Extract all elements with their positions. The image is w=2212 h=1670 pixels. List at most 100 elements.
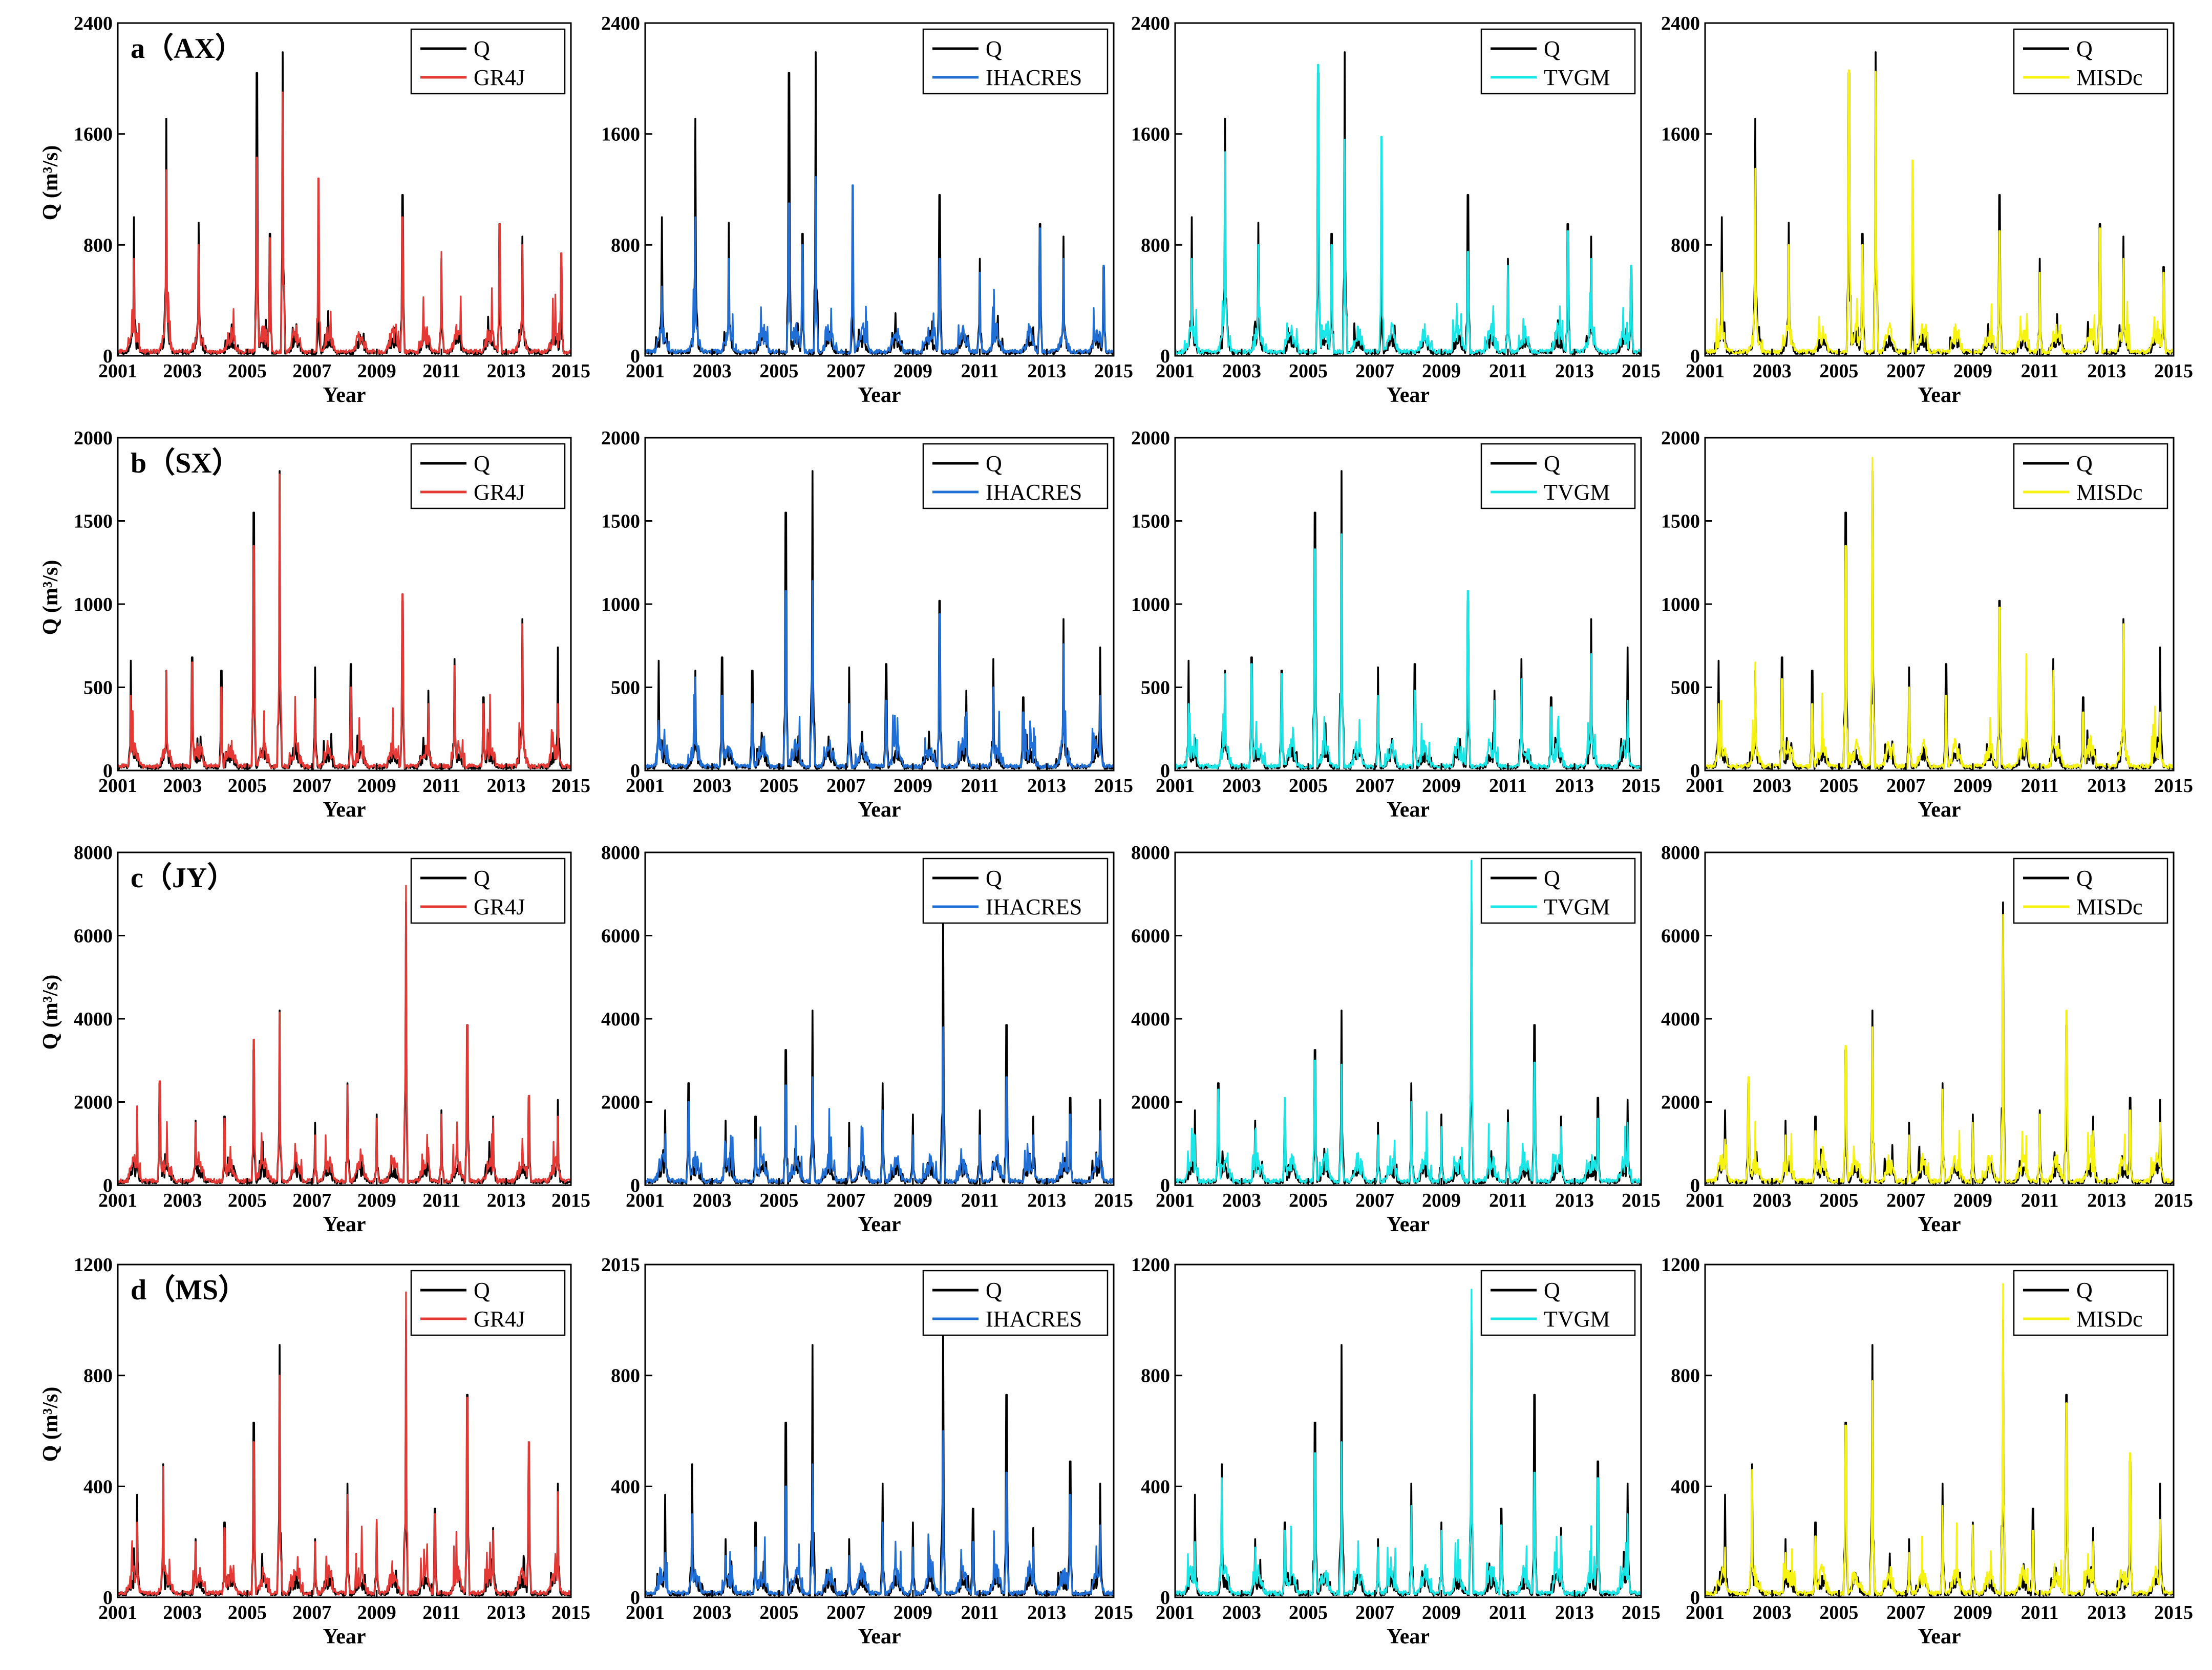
y-tick-label: 1200 xyxy=(74,1254,113,1276)
legend-label-tvgm: TVGM xyxy=(1544,1307,1610,1332)
x-tick-label: 2003 xyxy=(1753,1602,1792,1623)
legend-label-q: Q xyxy=(986,1278,1002,1303)
x-tick-label: 2011 xyxy=(1489,360,1527,382)
series-line-ihacres xyxy=(644,580,1114,769)
y-tick-label: 6000 xyxy=(601,926,640,947)
series-line-q xyxy=(644,51,1115,355)
y-tick-label: 0 xyxy=(630,1175,640,1196)
x-tick-label: 2005 xyxy=(228,1190,267,1211)
y-axis-title: Q (m³/s) xyxy=(39,145,62,221)
legend: Q IHACRES xyxy=(922,1270,1109,1336)
legend: Q GR4J xyxy=(410,1270,566,1336)
x-tick-label: 2001 xyxy=(1156,1602,1195,1623)
series-line-misdc xyxy=(1704,914,2175,1184)
x-tick-label: 2009 xyxy=(357,1602,396,1623)
x-tick-label: 2001 xyxy=(1686,1602,1725,1623)
x-tick-label: 2013 xyxy=(487,1602,526,1623)
x-tick-label: 2009 xyxy=(894,360,932,382)
x-tick-label: 2003 xyxy=(693,1602,732,1623)
legend-label-misdc: MISDc xyxy=(2076,894,2143,919)
y-tick-label: 4000 xyxy=(74,1009,113,1030)
chart-panel-2: 0 800 1600 2400 2001 2003 2005 2007 2009 2011 2013… xyxy=(601,13,1133,407)
x-tick-label: 2001 xyxy=(1156,360,1195,382)
plot-frame xyxy=(1174,1264,1642,1598)
x-tick-label: 2003 xyxy=(163,1602,202,1623)
x-tick-label: 2005 xyxy=(759,1602,798,1623)
x-tick-label: 2011 xyxy=(2021,1602,2059,1623)
legend-box xyxy=(922,28,1109,95)
y-tick-label: 400 xyxy=(1671,1476,1700,1497)
series-line-q xyxy=(644,470,1115,770)
x-tick-label: 2003 xyxy=(1222,775,1261,797)
x-tick-label: 2015 xyxy=(2154,775,2193,797)
legend-label-q: Q xyxy=(474,866,490,891)
x-tick-label: 2015 xyxy=(1094,1602,1133,1623)
x-tick-label: 2005 xyxy=(759,360,798,382)
y-tick-label: 1200 xyxy=(1131,1254,1170,1276)
x-tick-label: 2015 xyxy=(1622,775,1661,797)
x-axis-title: Year xyxy=(323,1213,366,1236)
y-tick-label: 1200 xyxy=(1661,1254,1700,1276)
legend: Q GR4J xyxy=(410,443,566,509)
legend-box xyxy=(410,1270,566,1336)
y-tick-label: 8000 xyxy=(1661,842,1700,864)
y-tick-label: 4000 xyxy=(1661,1009,1700,1030)
plot-frame xyxy=(644,1264,1115,1598)
panel-label: b（SX） xyxy=(131,447,241,479)
x-tick-label: 2003 xyxy=(693,775,732,797)
x-tick-label: 2001 xyxy=(1686,1190,1725,1211)
legend-box xyxy=(2013,28,2168,95)
y-tick-label: 4000 xyxy=(601,1009,640,1030)
chart-panel-10: 0 2000 4000 6000 8000 2001 2003 2005 2007 2009 201… xyxy=(601,842,1133,1236)
x-tick-label: 2013 xyxy=(1027,1190,1066,1211)
y-tick-label: 1600 xyxy=(1131,124,1170,145)
series-line-q xyxy=(117,51,572,355)
legend-box xyxy=(1480,1270,1636,1336)
legend-label-q: Q xyxy=(474,451,490,476)
x-tick-label: 2001 xyxy=(626,360,665,382)
x-tick-label: 2003 xyxy=(1753,1190,1792,1211)
series-line-tvgm xyxy=(1174,533,1642,769)
legend-label-gr4j: GR4J xyxy=(474,1307,525,1332)
x-axis-title: Year xyxy=(1387,383,1430,407)
legend: Q TVGM xyxy=(1480,1270,1636,1336)
x-tick-label: 2005 xyxy=(228,360,267,382)
y-tick-label: 1600 xyxy=(1661,124,1700,145)
x-tick-label: 2003 xyxy=(1753,360,1792,382)
y-tick-label: 2000 xyxy=(601,1092,640,1114)
chart-panel-3: 0 800 1600 2400 2001 2003 2005 2007 2009 2011 2013… xyxy=(1131,13,1661,407)
x-tick-label: 2011 xyxy=(961,775,999,797)
legend-label-misdc: MISDc xyxy=(2076,65,2143,90)
x-tick-label: 2011 xyxy=(961,1190,999,1211)
series-line-tvgm xyxy=(1174,860,1642,1184)
x-tick-label: 2001 xyxy=(98,360,137,382)
x-tick-label: 2003 xyxy=(163,1190,202,1211)
x-tick-label: 2005 xyxy=(1819,1602,1858,1623)
x-tick-label: 2015 xyxy=(551,1602,590,1623)
legend: Q TVGM xyxy=(1480,443,1636,509)
y-tick-label: 2400 xyxy=(601,13,640,34)
series-line-q xyxy=(117,470,572,770)
x-tick-label: 2015 xyxy=(2154,1190,2193,1211)
y-tick-label: 800 xyxy=(83,234,113,256)
y-tick-label: 1000 xyxy=(1131,594,1170,615)
plot-frame xyxy=(1704,22,2175,357)
series-line-gr4j xyxy=(117,91,571,355)
x-tick-label: 2015 xyxy=(551,360,590,382)
x-tick-label: 2005 xyxy=(1289,1190,1328,1211)
x-tick-label: 2013 xyxy=(1555,1190,1594,1211)
x-tick-label: 2015 xyxy=(551,775,590,797)
chart-panel-13: 0 400 800 1200 2001 2003 2005 2007 2009 2011 2013 2… xyxy=(39,1254,590,1648)
series-line-gr4j xyxy=(117,1291,571,1596)
x-tick-label: 2007 xyxy=(1886,775,1925,797)
plot-frame xyxy=(1704,1264,2175,1598)
series-line-q xyxy=(117,1319,571,1597)
x-tick-label: 2011 xyxy=(2021,1190,2059,1211)
legend: Q IHACRES xyxy=(922,28,1109,95)
x-tick-label: 2001 xyxy=(98,1190,137,1211)
y-tick-label: 400 xyxy=(83,1476,113,1497)
y-tick-label: 800 xyxy=(1141,234,1170,256)
x-tick-label: 2015 xyxy=(1094,360,1133,382)
legend-label-q: Q xyxy=(1544,866,1560,891)
y-tick-label: 1500 xyxy=(1661,511,1700,532)
